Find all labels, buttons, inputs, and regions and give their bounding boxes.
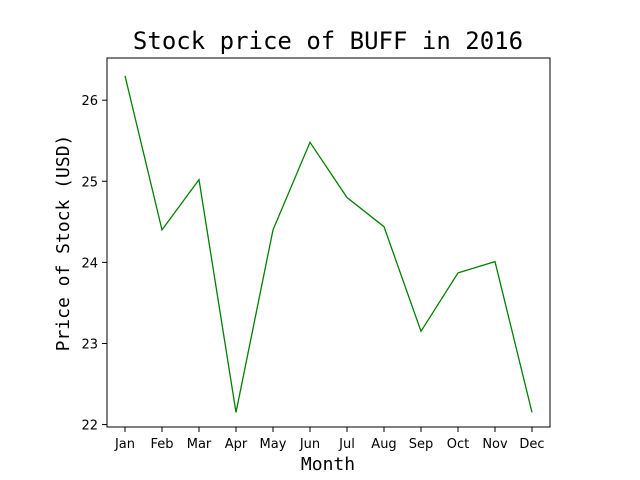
x-tick-label: Mar (187, 437, 212, 452)
x-tick-label: May (260, 437, 287, 452)
x-axis-label: Month (301, 454, 355, 475)
series-line (124, 75, 533, 413)
plot-frame (106, 57, 551, 428)
y-tick-label: 23 (81, 337, 98, 352)
x-tick-label: Oct (447, 437, 469, 452)
x-tick-label: Jun (299, 437, 320, 452)
x-tick-label: Sep (409, 437, 434, 452)
y-axis-label: Price of Stock (USD) (53, 135, 74, 352)
x-axis-ticks: Jan Feb Mar Apr May Jun Jul Aug Sep Oct Nov Dec (114, 427, 545, 452)
y-tick-label: 26 (81, 94, 98, 109)
x-tick-label: Apr (225, 437, 248, 452)
x-tick-label: Nov (482, 437, 508, 452)
y-axis-ticks: 22 23 24 25 26 (81, 94, 107, 434)
x-tick-label: Dec (519, 437, 544, 452)
x-tick-label: Jan (114, 437, 135, 452)
x-tick-label: Jul (338, 437, 355, 452)
y-tick-label: 22 (81, 419, 98, 434)
chart-title: Stock price of BUFF in 2016 (133, 27, 523, 55)
x-tick-label: Feb (150, 437, 173, 452)
y-tick-label: 24 (81, 256, 98, 271)
x-tick-label: Aug (371, 437, 396, 452)
y-tick-label: 25 (81, 175, 98, 190)
